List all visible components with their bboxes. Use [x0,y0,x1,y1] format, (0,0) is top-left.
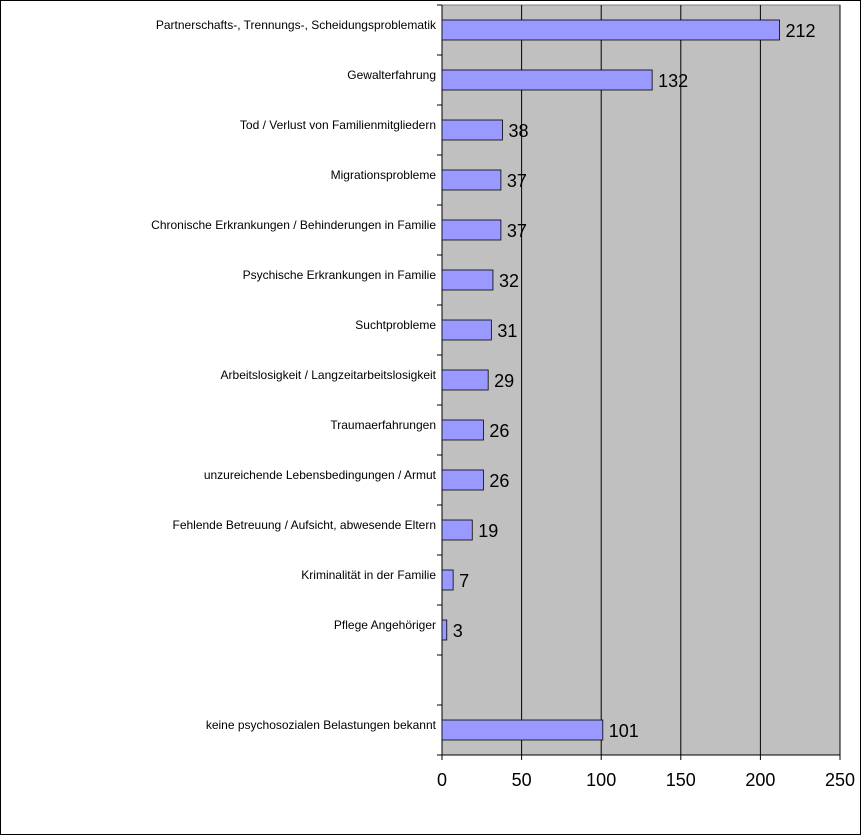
bar [441,619,448,641]
value-label: 26 [489,421,509,441]
value-label: 7 [459,571,469,591]
bar [441,69,653,91]
value-label: 101 [609,721,639,741]
y-tick-label: Partnerschafts-, Trennungs-, Scheidungsp… [156,18,437,32]
y-tick-label: unzureichende Lebensbedingungen / Armut [204,468,437,482]
bar [441,419,484,441]
bar [441,369,489,391]
bar [441,119,503,141]
value-label: 132 [658,71,688,91]
x-tick-label: 0 [437,770,447,790]
bar [441,569,454,591]
x-tick-label: 50 [512,770,532,790]
value-label: 32 [499,271,519,291]
x-tick-label: 250 [825,770,855,790]
value-label: 29 [494,371,514,391]
bar [441,469,484,491]
value-label: 38 [508,121,528,141]
value-label: 26 [489,471,509,491]
value-label: 212 [786,21,816,41]
y-tick-label: Fehlende Betreuung / Aufsicht, abwesende… [172,518,436,532]
value-label: 19 [478,521,498,541]
bar [441,269,494,291]
value-label: 37 [507,171,527,191]
bar [441,169,502,191]
y-tick-label: keine psychosozialen Belastungen bekannt [206,718,437,732]
bar [441,219,502,241]
bar [441,319,492,341]
x-tick-label: 100 [586,770,616,790]
y-tick-label: Chronische Erkrankungen / Behinderungen … [151,218,436,232]
y-tick-label: Kriminalität in der Familie [301,568,436,582]
y-tick-label: Traumaerfahrungen [330,418,436,432]
x-tick-label: 200 [745,770,775,790]
bar [441,719,604,741]
x-tick-label: 150 [666,770,696,790]
value-label: 31 [497,321,517,341]
bar [441,519,473,541]
y-tick-label: Migrationsprobleme [331,168,437,182]
y-tick-label: Gewalterfahrung [347,68,436,82]
y-tick-label: Suchtprobleme [355,318,436,332]
y-tick-label: Pflege Angehöriger [334,618,436,632]
y-tick-label: Psychische Erkrankungen in Familie [243,268,437,282]
bar [441,19,780,41]
y-tick-label: Tod / Verlust von Familienmitgliedern [240,118,436,132]
value-label: 3 [453,621,463,641]
plot-area [441,4,841,756]
y-tick-label: Arbeitslosigkeit / Langzeitarbeitslosigk… [221,368,437,382]
value-label: 37 [507,221,527,241]
